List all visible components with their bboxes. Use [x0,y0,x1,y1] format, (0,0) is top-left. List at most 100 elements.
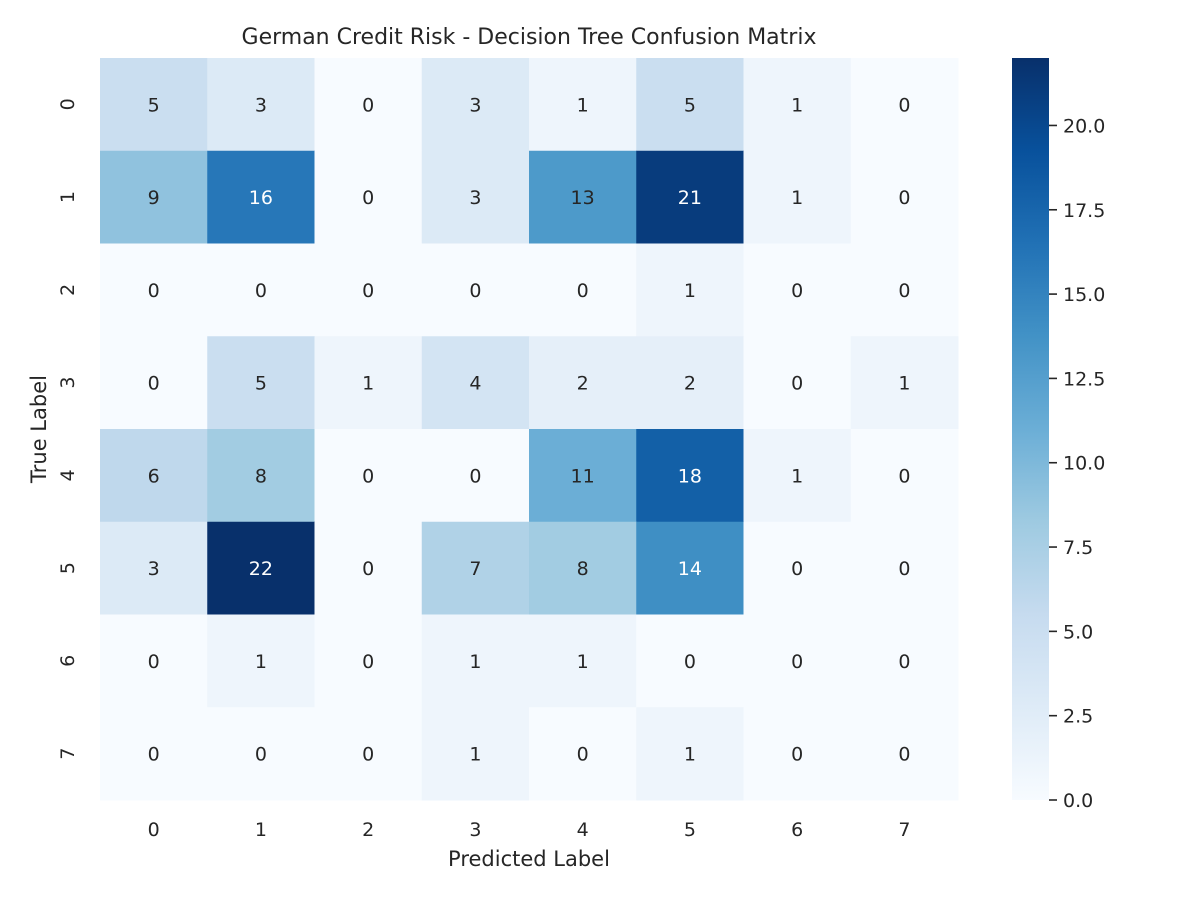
cell-value-r1-c2: 0 [362,187,374,209]
heatmap-cell-r3-c7 [850,336,959,430]
heatmap-cell-r4-c3 [421,429,530,523]
cell-value-r3-c6: 0 [791,373,803,395]
cell-value-r1-c5: 21 [678,187,702,209]
cell-value-r1-c7: 0 [898,187,910,209]
heatmap-cell-r5-c2 [314,521,423,615]
x-tick-label-4: 4 [577,819,589,841]
cell-value-r7-c2: 0 [362,744,374,766]
cell-value-r1-c3: 3 [469,187,481,209]
cell-value-r2-c0: 0 [148,280,160,302]
cell-value-r1-c6: 1 [791,187,803,209]
y-tick-label-2: 2 [57,284,79,296]
chart-title: German Credit Risk - Decision Tree Confu… [242,25,817,50]
cell-value-r6-c0: 0 [148,651,160,673]
cell-value-r1-c1: 16 [249,187,273,209]
heatmap-cell-r4-c1 [207,429,315,523]
cell-value-r1-c4: 13 [571,187,595,209]
heatmap-cell-r2-c0 [100,243,208,337]
heatmap-cell-r4-c0 [100,429,208,523]
x-tick-label-7: 7 [898,819,910,841]
cell-value-r7-c7: 0 [898,744,910,766]
cell-value-r2-c6: 0 [791,280,803,302]
x-axis-ticks: 0 1 2 3 4 5 6 7 [148,819,911,841]
heatmap-cell-r4-c4 [529,429,637,523]
heatmap-cell-r1-c1 [207,150,315,244]
colorbar-tick-label-8: 20.0 [1063,115,1105,137]
heatmap-cell-r5-c3 [421,521,530,615]
x-tick-label-6: 6 [791,819,803,841]
x-axis-label: Predicted Label [448,847,610,871]
cell-value-r3-c2: 1 [362,373,374,395]
heatmap-cell-r4-c6 [743,429,852,523]
heatmap-cell-r1-c2 [314,150,423,244]
heatmap-cell-r2-c1 [207,243,315,337]
x-tick-label-1: 1 [255,819,267,841]
colorbar [1012,58,1049,800]
heatmap-cell-r2-c4 [529,243,637,337]
y-tick-label-6: 6 [57,655,79,667]
heatmap-cell-r0-c6 [743,58,852,152]
cell-value-r2-c1: 0 [255,280,267,302]
cell-value-r0-c2: 0 [362,94,374,116]
heatmap-cell-r5-c7 [850,521,959,615]
colorbar-tick-label-0: 0.0 [1063,790,1093,812]
y-tick-label-7: 7 [57,748,79,760]
cell-value-r4-c4: 11 [571,465,595,487]
heatmap-cell-r7-c2 [314,707,423,801]
cell-value-r5-c1: 22 [249,558,273,580]
cell-value-r0-c1: 3 [255,94,267,116]
y-tick-label-5: 5 [57,562,79,574]
heatmap-cell-r7-c1 [207,707,315,801]
heatmap-cell-r6-c7 [850,614,959,708]
cell-value-r7-c0: 0 [148,744,160,766]
cell-value-r4-c0: 6 [148,465,160,487]
heatmap-cell-r2-c2 [314,243,423,337]
x-tick-label-3: 3 [469,819,481,841]
heatmap-cell-r7-c5 [636,707,744,801]
heatmap-cell-r3-c4 [529,336,637,430]
heatmap-cell-r5-c6 [743,521,852,615]
heatmap-cell-r0-c1 [207,58,315,152]
heatmap-cell-r0-c4 [529,58,637,152]
heatmap-cell-r3-c6 [743,336,852,430]
heatmap-cell-r1-c6 [743,150,852,244]
heatmap-cell-r7-c6 [743,707,852,801]
cell-value-r2-c2: 0 [362,280,374,302]
cell-value-r7-c5: 1 [684,744,696,766]
cell-value-r0-c0: 5 [148,94,160,116]
heatmap-cell-r7-c4 [529,707,637,801]
heatmap-cell-r6-c0 [100,614,208,708]
cell-value-r4-c2: 0 [362,465,374,487]
heatmap-cell-r3-c3 [421,336,530,430]
colorbar-tick-label-1: 2.5 [1063,706,1093,728]
heatmap-cell-r0-c7 [850,58,959,152]
heatmap-cell-r5-c1 [207,521,315,615]
colorbar-tick-label-7: 17.5 [1063,200,1105,222]
cell-value-r1-c0: 9 [148,187,160,209]
cell-value-r2-c7: 0 [898,280,910,302]
cell-value-r3-c1: 5 [255,373,267,395]
heatmap-cell-r2-c5 [636,243,744,337]
cell-value-r6-c5: 0 [684,651,696,673]
cell-value-r6-c4: 1 [577,651,589,673]
heatmap-cell-r6-c5 [636,614,744,708]
heatmap-cell-r0-c2 [314,58,423,152]
cell-value-r3-c0: 0 [148,373,160,395]
heatmap-cell-r7-c0 [100,707,208,801]
heatmap-cell-r1-c7 [850,150,959,244]
cell-value-r4-c5: 18 [678,465,702,487]
cell-value-r0-c7: 0 [898,94,910,116]
heatmap-cell-r7-c7 [850,707,959,801]
cell-value-r6-c7: 0 [898,651,910,673]
cell-value-r3-c3: 4 [469,373,481,395]
cell-value-r6-c1: 1 [255,651,267,673]
heatmap-cell-r5-c5 [636,521,744,615]
cell-value-r3-c7: 1 [898,373,910,395]
heatmap-cell-r4-c7 [850,429,959,523]
x-tick-label-0: 0 [148,819,160,841]
y-tick-label-4: 4 [57,469,79,481]
heatmap-cell-r3-c0 [100,336,208,430]
y-axis-label: True Label [27,375,51,484]
heatmap-cell-r2-c7 [850,243,959,337]
